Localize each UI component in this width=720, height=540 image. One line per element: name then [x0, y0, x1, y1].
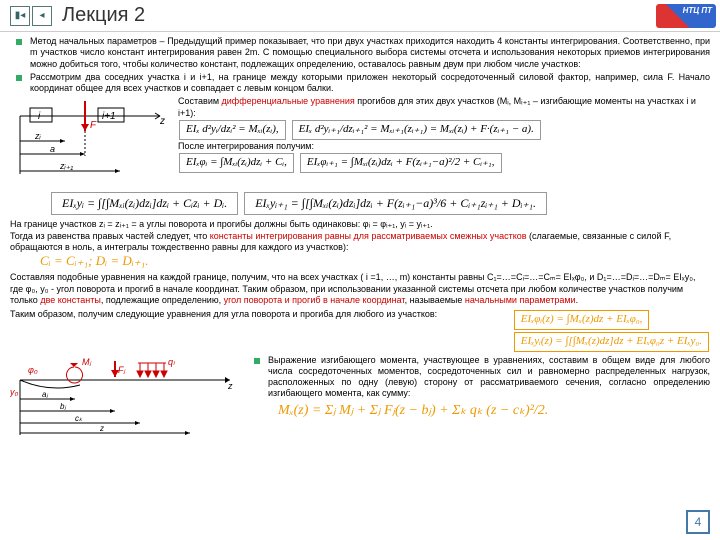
eq-int-2b: EIₓyᵢ₊₁ = ∫[∫Mₓᵢ(zᵢ)dzᵢ]dzᵢ + F(zᵢ₊₁−a)³…	[244, 192, 547, 215]
svg-text:i+1: i+1	[102, 111, 116, 122]
svg-text:aⱼ: aⱼ	[42, 390, 48, 399]
eq-y: EIₓyᵢ(z) = ∫[∫Mₓ(z)dz]dz + EIₓφ₀z + EIₓy…	[514, 332, 709, 352]
eq-int-2a: EIₓyᵢ = ∫[∫Mₓᵢ(zᵢ)dzᵢ]dzᵢ + Cᵢzᵢ + Dᵢ.	[51, 192, 238, 215]
eq-int-1a: EIₓφᵢ = ∫Mₓᵢ(zᵢ)dzᵢ + Cᵢ,	[179, 153, 294, 173]
svg-text:cₖ: cₖ	[75, 414, 83, 423]
p5a: На границе участков zᵢ = zᵢ₊₁ = a углы п…	[10, 219, 710, 230]
bullet-icon	[254, 358, 260, 364]
eq-phi: EIₓφᵢ(z) = ∫Mₓ(z)dz + EIₓφ₀,	[514, 310, 650, 330]
svg-text:φ₀: φ₀	[28, 365, 38, 375]
p6c: , подлежащие определению,	[101, 295, 224, 305]
p6g: .	[576, 295, 579, 305]
p7: Таким образом, получим следующие уравнен…	[10, 309, 505, 320]
svg-text:F: F	[90, 120, 97, 131]
svg-text:a: a	[50, 144, 55, 154]
svg-text:Mⱼ: Mⱼ	[82, 357, 92, 367]
bullet-icon	[16, 39, 22, 45]
para-2: Рассмотрим два соседних участка i и i+1,…	[30, 72, 710, 95]
beam-diagram-2: z φ₀ y₀ Mⱼ qₗ Fⱼ aⱼ	[10, 355, 240, 435]
eq-diff-2: EIₓ d²yᵢ₊₁/dzᵢ₊₁² = Mₓᵢ₊₁(zᵢ₊₁) = Mₓᵢ(zᵢ…	[292, 120, 541, 140]
svg-text:bⱼ: bⱼ	[60, 402, 66, 411]
p8: Выражение изгибающего момента, участвующ…	[268, 355, 710, 400]
p6b: две константы	[40, 295, 101, 305]
svg-text:y₀: y₀	[10, 387, 19, 397]
eq-constants: Cᵢ = Cᵢ₊₁; Dᵢ = Dᵢ₊₁.	[40, 253, 148, 269]
p6d: угол поворота и прогиб в начале координа…	[224, 295, 405, 305]
p4: После интегрирования получим:	[178, 141, 710, 152]
p3-highlight: дифференциальные уравнения	[222, 96, 355, 106]
p5b: Тогда из равенства правых частей следует…	[10, 231, 210, 241]
logo-icon	[656, 4, 716, 28]
eq-diff-1: EIₓ d²yᵢ/dzᵢ² = Mₓᵢ(zᵢ),	[179, 120, 286, 140]
svg-text:Fⱼ: Fⱼ	[118, 365, 126, 375]
nav-prev[interactable]: ◂	[32, 6, 52, 26]
para-1: Метод начальных параметров – Предыдущий …	[30, 36, 710, 70]
nav-first[interactable]: ▮◂	[10, 6, 30, 26]
bullet-icon	[16, 75, 22, 81]
slide-number: 4	[686, 510, 710, 534]
eq-moment: Mₓ(z) = Σⱼ Mⱼ + Σⱼ Fⱼ(z − bⱼ) + Σₖ qₖ (z…	[278, 402, 548, 420]
svg-text:qₗ: qₗ	[168, 357, 176, 367]
p5-highlight: константы интегрирования равны для рассм…	[210, 231, 527, 241]
svg-text:z: z	[227, 381, 233, 391]
svg-text:zᵢ₊₁: zᵢ₊₁	[59, 161, 73, 171]
svg-text:z: z	[159, 116, 165, 127]
svg-text:z: z	[99, 424, 104, 433]
p3a: Составим	[178, 96, 222, 106]
beam-diagram-1: i i+1 F z zᵢ a zᵢ₊₁	[10, 96, 170, 191]
p6e: , называемые	[405, 295, 465, 305]
p6f: начальными параметрами	[465, 295, 576, 305]
eq-int-1b: EIₓφᵢ₊₁ = ∫Mₓᵢ(zᵢ)dzᵢ + F(zᵢ₊₁−a)²/2 + C…	[300, 153, 502, 173]
lecture-title: Лекция 2	[62, 4, 145, 27]
svg-text:zᵢ: zᵢ	[34, 131, 42, 141]
